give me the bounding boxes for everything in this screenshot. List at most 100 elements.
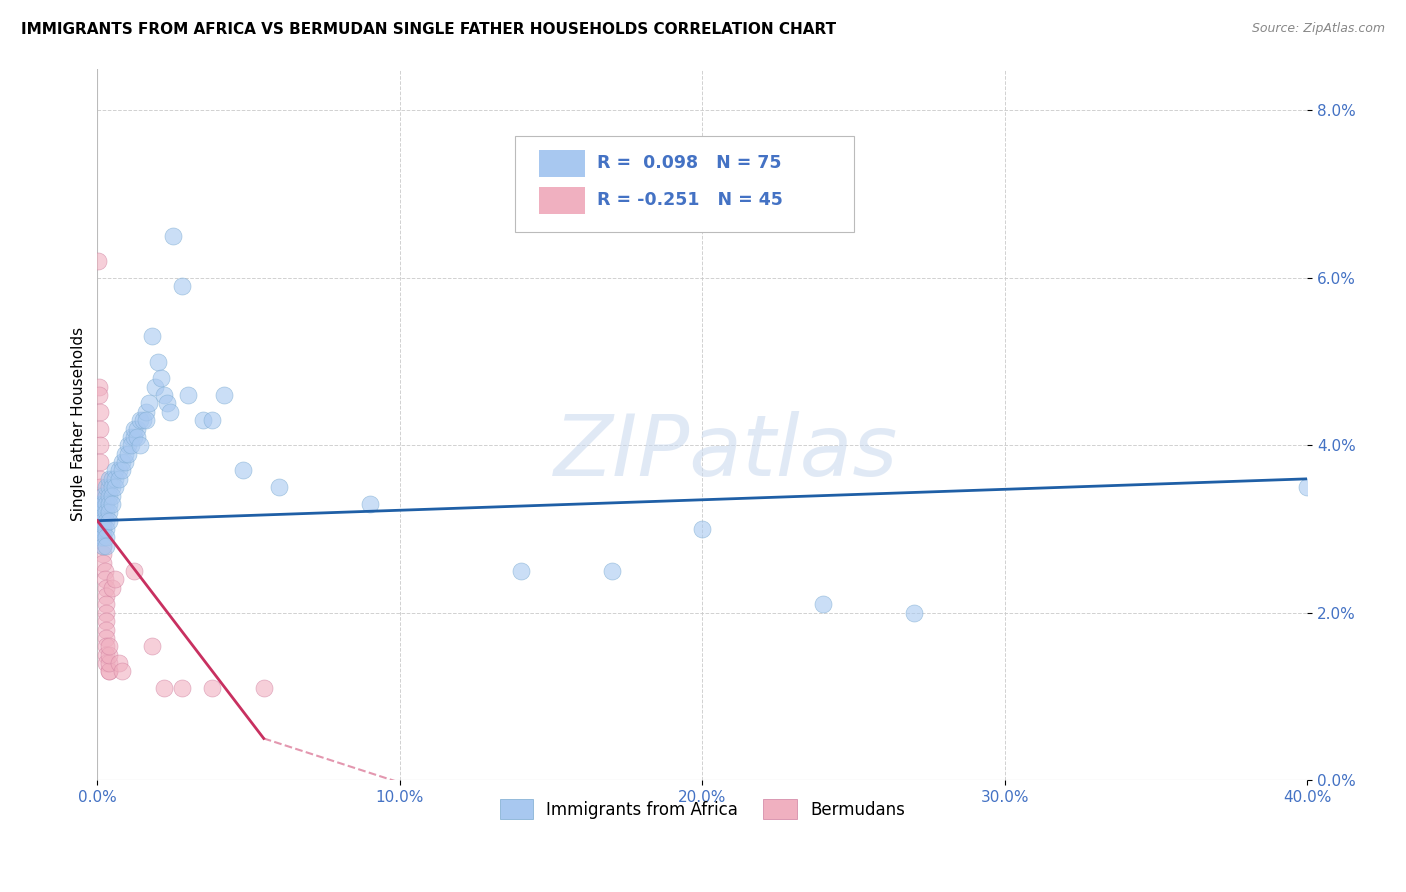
Point — [87, 388, 110, 402]
Point — [135, 405, 157, 419]
Point — [135, 413, 157, 427]
Point — [104, 472, 127, 486]
Point — [96, 589, 118, 603]
Point — [114, 447, 136, 461]
Point — [162, 229, 184, 244]
Point — [107, 463, 129, 477]
Point — [98, 505, 121, 519]
FancyBboxPatch shape — [538, 187, 585, 214]
Point — [87, 380, 110, 394]
Point — [138, 396, 160, 410]
Point — [122, 421, 145, 435]
Text: R =  0.098   N = 75: R = 0.098 N = 75 — [598, 154, 782, 172]
Point — [98, 497, 121, 511]
Point — [110, 463, 132, 477]
Point — [107, 472, 129, 486]
Point — [96, 497, 118, 511]
Point — [153, 681, 176, 696]
Point — [153, 388, 176, 402]
Point — [87, 254, 110, 268]
Text: R = -0.251   N = 45: R = -0.251 N = 45 — [598, 191, 783, 210]
Point — [96, 514, 118, 528]
Point — [509, 564, 531, 578]
Point — [359, 497, 381, 511]
Point — [96, 656, 118, 670]
Point — [96, 640, 118, 654]
Point — [96, 648, 118, 662]
Point — [89, 514, 111, 528]
Point — [96, 623, 118, 637]
Point — [193, 413, 215, 427]
Point — [90, 489, 112, 503]
Point — [201, 413, 224, 427]
Point — [93, 539, 115, 553]
Point — [87, 505, 110, 519]
Point — [122, 564, 145, 578]
Point — [93, 489, 115, 503]
Point — [146, 354, 169, 368]
Point — [813, 598, 835, 612]
Point — [132, 413, 155, 427]
Point — [114, 455, 136, 469]
Point — [201, 681, 224, 696]
FancyBboxPatch shape — [538, 151, 585, 178]
Point — [98, 665, 121, 679]
Point — [107, 656, 129, 670]
Point — [177, 388, 200, 402]
Point — [128, 438, 150, 452]
Point — [98, 648, 121, 662]
Point — [101, 497, 124, 511]
Text: IMMIGRANTS FROM AFRICA VS BERMUDAN SINGLE FATHER HOUSEHOLDS CORRELATION CHART: IMMIGRANTS FROM AFRICA VS BERMUDAN SINGL… — [21, 22, 837, 37]
Point — [101, 489, 124, 503]
Point — [149, 371, 172, 385]
Point — [1296, 480, 1319, 494]
Point — [89, 455, 111, 469]
Point — [104, 480, 127, 494]
Point — [94, 564, 117, 578]
Point — [170, 279, 193, 293]
Point — [96, 489, 118, 503]
Point — [89, 472, 111, 486]
Point — [214, 388, 236, 402]
Point — [159, 405, 181, 419]
Point — [89, 421, 111, 435]
Point — [232, 463, 254, 477]
Point — [93, 522, 115, 536]
Point — [110, 455, 132, 469]
Point — [93, 547, 115, 561]
Point — [90, 497, 112, 511]
Point — [110, 665, 132, 679]
Point — [98, 514, 121, 528]
Point — [94, 572, 117, 586]
Point — [120, 430, 142, 444]
Point — [104, 463, 127, 477]
Point — [125, 421, 148, 435]
Point — [98, 489, 121, 503]
Point — [98, 472, 121, 486]
Point — [98, 640, 121, 654]
Legend: Immigrants from Africa, Bermudans: Immigrants from Africa, Bermudans — [494, 793, 911, 825]
Point — [117, 438, 139, 452]
Point — [98, 665, 121, 679]
Point — [253, 681, 276, 696]
Point — [125, 430, 148, 444]
Point — [89, 438, 111, 452]
Point — [93, 514, 115, 528]
Point — [96, 614, 118, 628]
Point — [692, 522, 714, 536]
Text: Source: ZipAtlas.com: Source: ZipAtlas.com — [1251, 22, 1385, 36]
Point — [96, 606, 118, 620]
Point — [96, 598, 118, 612]
Point — [98, 656, 121, 670]
Point — [96, 539, 118, 553]
Point — [156, 396, 179, 410]
Point — [93, 514, 115, 528]
Point — [141, 640, 163, 654]
Point — [117, 447, 139, 461]
Point — [89, 522, 111, 536]
FancyBboxPatch shape — [515, 136, 853, 232]
Point — [93, 505, 115, 519]
Point — [101, 480, 124, 494]
Point — [96, 631, 118, 645]
Point — [101, 581, 124, 595]
